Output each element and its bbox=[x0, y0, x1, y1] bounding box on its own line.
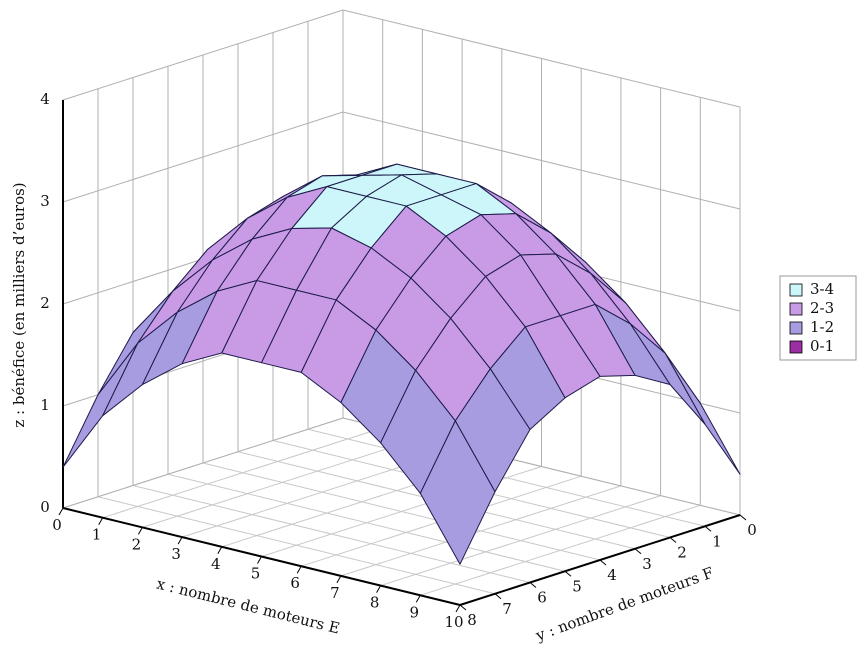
grid-line bbox=[342, 9, 741, 108]
tick-mark bbox=[529, 582, 537, 588]
x-tick-label: 0 bbox=[52, 516, 62, 534]
y-tick-label: 3 bbox=[642, 555, 652, 573]
x-tick-label: 2 bbox=[132, 535, 142, 553]
x-tick-label: 3 bbox=[171, 545, 181, 563]
legend-label: 3-4 bbox=[810, 280, 834, 298]
legend-label: 0-1 bbox=[810, 337, 834, 355]
grid-line bbox=[202, 462, 601, 561]
y-tick-label: 4 bbox=[607, 566, 617, 584]
grid-line bbox=[97, 496, 496, 595]
legend-swatch bbox=[789, 321, 803, 335]
tick-mark bbox=[415, 595, 421, 603]
tick-mark bbox=[376, 585, 382, 593]
z-tick-label: 1 bbox=[40, 396, 50, 414]
x-tick-label: 9 bbox=[410, 603, 420, 621]
z-axis-label: z : bénéfice (en milliers d’euros) bbox=[10, 182, 28, 427]
x-tick-label: 5 bbox=[251, 565, 261, 583]
tick-mark bbox=[494, 593, 502, 600]
grid-line bbox=[132, 485, 531, 583]
tick-mark bbox=[634, 548, 642, 555]
y-tick-label: 1 bbox=[712, 532, 722, 550]
x-tick-label: 7 bbox=[330, 584, 340, 602]
grid-line bbox=[62, 417, 344, 509]
tick-mark bbox=[455, 604, 461, 613]
x-tick-label: 6 bbox=[290, 574, 300, 592]
surface-patch bbox=[664, 352, 741, 475]
tick-mark bbox=[704, 525, 712, 532]
grid-line bbox=[307, 428, 706, 527]
z-tick-label: 2 bbox=[40, 294, 50, 312]
y-tick-label: 5 bbox=[572, 577, 582, 595]
y-tick-label: 6 bbox=[537, 589, 547, 607]
grid-line bbox=[62, 9, 344, 101]
tick-mark bbox=[459, 604, 467, 611]
z-tick-label: 3 bbox=[40, 192, 50, 210]
tick-mark bbox=[739, 514, 747, 521]
tick-mark bbox=[257, 556, 262, 564]
y-tick-label: 2 bbox=[677, 544, 687, 562]
grid-line bbox=[62, 111, 344, 203]
tick-mark bbox=[336, 575, 342, 584]
y-tick-label: 7 bbox=[502, 600, 512, 618]
legend-swatch bbox=[789, 283, 803, 297]
legend-label: 1-2 bbox=[810, 318, 834, 336]
tick-mark bbox=[137, 527, 143, 535]
legend-swatch bbox=[789, 340, 803, 354]
tick-mark bbox=[564, 570, 572, 577]
tick-mark bbox=[296, 565, 302, 574]
tick-mark bbox=[599, 559, 607, 566]
tick-mark bbox=[669, 537, 677, 543]
y-axis-label: y : nombre de moteurs F bbox=[533, 564, 716, 645]
z-tick-label: 4 bbox=[40, 90, 50, 108]
legend-label: 2-3 bbox=[810, 299, 834, 317]
x-tick-label: 4 bbox=[211, 555, 221, 573]
grid-line bbox=[167, 473, 566, 572]
legend-swatch bbox=[789, 302, 803, 316]
x-tick-label: 10 bbox=[444, 613, 463, 631]
x-tick-label: 8 bbox=[370, 594, 380, 612]
grid-line bbox=[342, 111, 741, 210]
tick-mark bbox=[217, 546, 223, 555]
z-tick-label: 0 bbox=[40, 498, 50, 516]
tick-mark bbox=[177, 536, 183, 545]
tick-mark bbox=[58, 507, 64, 516]
surface-patch bbox=[419, 420, 496, 565]
x-axis-label: x : nombre de moteurs E bbox=[155, 575, 342, 638]
surface-patch bbox=[62, 342, 139, 468]
y-tick-label: 0 bbox=[747, 521, 757, 539]
tick-mark bbox=[98, 517, 104, 525]
x-tick-label: 1 bbox=[92, 526, 102, 544]
y-tick-label: 8 bbox=[467, 611, 477, 629]
